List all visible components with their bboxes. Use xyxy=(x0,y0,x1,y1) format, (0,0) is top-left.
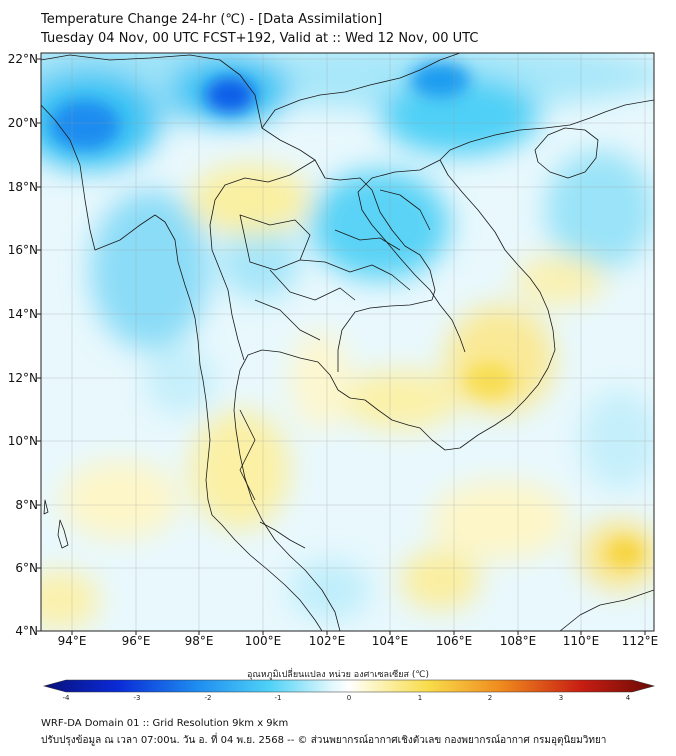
model-info: WRF-DA Domain 01 :: Grid Resolution 9km … xyxy=(41,718,289,729)
temperature-field xyxy=(41,53,654,631)
lat-label: 4°N xyxy=(15,624,38,638)
lon-label: 104°E xyxy=(371,634,409,648)
colorbar-tick: -4 xyxy=(62,694,70,702)
colorbar-tick: -2 xyxy=(204,694,212,702)
colorbar xyxy=(42,679,656,693)
lat-label: 6°N xyxy=(15,561,38,575)
colorbar-tick: -1 xyxy=(274,694,282,702)
axis-ticks xyxy=(37,58,646,635)
colorbar-tick: 0 xyxy=(346,694,352,702)
lat-label: 18°N xyxy=(7,180,38,194)
colorbar-tick: 2 xyxy=(487,694,493,702)
colorbar-tick: -3 xyxy=(133,694,141,702)
lon-label: 96°E xyxy=(121,634,151,648)
lon-label: 100°E xyxy=(244,634,282,648)
lat-label: 12°N xyxy=(7,371,38,385)
credit-line: ปรับปรุงข้อมูล ณ เวลา 07:00น. วัน อ. ที่… xyxy=(41,735,607,746)
lon-label: 106°E xyxy=(435,634,473,648)
lat-label: 14°N xyxy=(7,307,38,321)
map-subtitle: Tuesday 04 Nov, 00 UTC FCST+192, Valid a… xyxy=(41,31,479,46)
lon-label: 110°E xyxy=(562,634,600,648)
lat-label: 8°N xyxy=(15,498,38,512)
graticule xyxy=(41,53,654,631)
coastlines-borders xyxy=(41,53,654,631)
map-title: Temperature Change 24-hr (℃) - [Data Ass… xyxy=(41,12,383,27)
lat-label: 16°N xyxy=(7,243,38,257)
colorbar-tick: 4 xyxy=(625,694,631,702)
lat-label: 20°N xyxy=(7,116,38,130)
lon-label: 102°E xyxy=(308,634,346,648)
lon-label: 94°E xyxy=(57,634,87,648)
lon-label: 98°E xyxy=(184,634,214,648)
colorbar-tick: 1 xyxy=(417,694,423,702)
lon-label: 112°E xyxy=(621,634,659,648)
colorbar-tick: 3 xyxy=(558,694,564,702)
lat-label: 10°N xyxy=(7,434,38,448)
lat-label: 22°N xyxy=(7,52,38,66)
lon-label: 108°E xyxy=(499,634,537,648)
map-frame xyxy=(40,52,655,632)
colorbar-label: อุณหภูมิเปลี่ยนแปลง หน่วย องศาเซลเซียส (… xyxy=(246,670,430,680)
